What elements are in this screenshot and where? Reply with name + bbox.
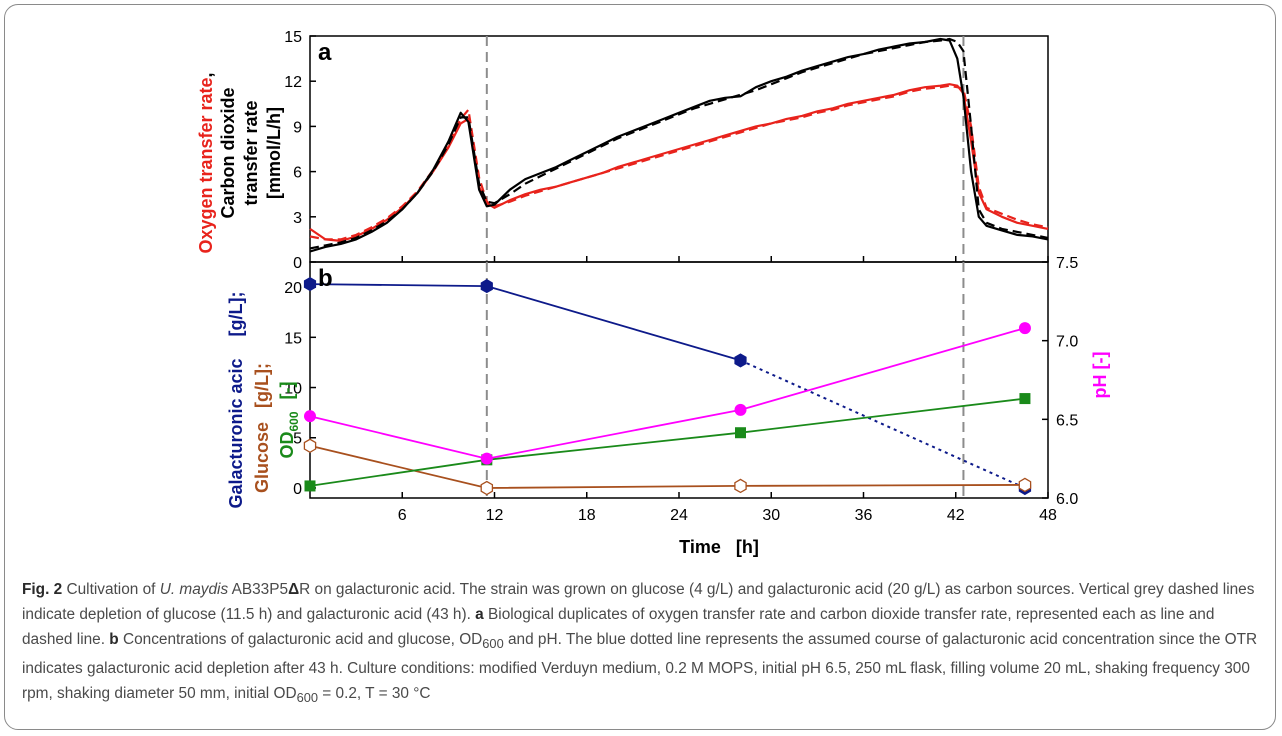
figure-frame xyxy=(4,4,1276,730)
y-tick-label-a-2: 6 xyxy=(293,165,302,182)
y2-tick-label-3: 7.5 xyxy=(1056,255,1078,272)
y-tick-label-a-5: 15 xyxy=(284,29,302,46)
caption-label-a: a xyxy=(475,606,484,623)
x-tick-label-4: 30 xyxy=(762,507,780,524)
caption-delta: Δ xyxy=(288,581,300,598)
series-line-a-2 xyxy=(309,37,1049,253)
y2-tick-label-1: 6.5 xyxy=(1056,412,1078,429)
y2-tick-label-2: 7.0 xyxy=(1056,334,1078,351)
marker-b-0-2 xyxy=(734,353,747,368)
y-tick-label-b-1: 5 xyxy=(293,431,302,448)
y2-axis-title: pH [-] xyxy=(1090,352,1110,399)
y-title-galacturonic: Galacturonic acic xyxy=(226,358,246,508)
panel-label-b: b xyxy=(318,265,333,292)
caption-figure-label: Fig. 2 xyxy=(22,581,63,598)
y-title-od-unit: [-] xyxy=(277,381,297,399)
y-title-od-subscript: 600 xyxy=(287,411,301,431)
caption-text-4: Biological duplicates of oxygen transfer… xyxy=(22,606,1215,648)
y-title-b-line-2: Glucose [g/L]; xyxy=(252,363,272,493)
series-line-a-1 xyxy=(309,84,1049,241)
marker-b-0-1 xyxy=(480,279,493,294)
series-line-b-1 xyxy=(309,444,1025,489)
caption-subscript-2: 600 xyxy=(296,690,318,706)
y-tick-label-b-2: 10 xyxy=(284,381,302,398)
marker-b-1-1 xyxy=(480,480,494,496)
caption-text-5: Concentrations of galacturonic acid and … xyxy=(118,631,483,648)
caption-label-b: b xyxy=(109,631,119,648)
x-tick-label-2: 18 xyxy=(578,507,596,524)
marker-b-3-1 xyxy=(480,452,493,465)
y-title-a-line-4: [mmol/L/h] xyxy=(264,107,284,199)
assumed-course-line xyxy=(740,359,1026,489)
y-title-od: OD xyxy=(277,432,297,459)
y-title-a-line-2: Carbon dioxide xyxy=(218,87,238,218)
marker-b-2-0 xyxy=(304,480,316,492)
marker-b-3-0 xyxy=(304,410,316,423)
y-title-oxygen: Oxygen transfer rate xyxy=(196,77,216,253)
y-tick-label-a-1: 3 xyxy=(293,210,302,227)
x-tick-label-6: 42 xyxy=(947,507,965,524)
marker-b-2-2 xyxy=(735,427,746,439)
y-tick-label-b-4: 20 xyxy=(284,280,302,297)
y-title-glucose: Glucose xyxy=(252,422,272,493)
y-tick-label-b-3: 15 xyxy=(284,330,302,347)
y-title-a-line-3: transfer rate xyxy=(241,100,261,205)
marker-b-1-2 xyxy=(734,478,747,494)
x-tick-label-0: 6 xyxy=(398,507,407,524)
panel-label-a: a xyxy=(318,39,332,66)
y-tick-label-b-0: 0 xyxy=(293,481,302,498)
y-title-b-line-3: OD600 [-] xyxy=(277,381,301,458)
series-line-b-2 xyxy=(309,397,1026,487)
x-axis-title: Time [h] xyxy=(679,537,759,557)
caption-species: U. maydis xyxy=(159,581,229,598)
marker-b-0-0 xyxy=(303,277,317,292)
y2-tick-label-0: 6.0 xyxy=(1056,491,1078,508)
caption-text-2: AB33P5 xyxy=(228,581,289,598)
marker-b-1-0 xyxy=(303,438,317,454)
y-title-galacturonic-unit: [g/L]; xyxy=(226,291,246,336)
marker-b-2-3 xyxy=(1019,393,1031,405)
panel-b-frame xyxy=(309,261,1049,499)
caption-text-3: R on galacturonic acid. The strain was g… xyxy=(22,581,1255,623)
panel-b: 0 5 10 15 20 6.0 6.5 7.0 7.5 6 12 18 24 30 36 42 48 b Gala… xyxy=(226,255,1110,524)
caption-text-1: Cultivation of xyxy=(62,581,160,598)
x-tick-label-1: 12 xyxy=(486,507,504,524)
series-line-b-3 xyxy=(309,327,1026,460)
marker-b-3-3 xyxy=(1018,322,1031,335)
caption-text-7: = 0.2, T = 30 °C xyxy=(317,685,431,703)
y-axis-title-a: Oxygen transfer rate,Carbon dioxide trans… xyxy=(196,72,284,253)
y-title-glucose-unit: [g/L]; xyxy=(252,363,272,408)
y-tick-label-a-4: 12 xyxy=(284,74,302,91)
y-title-b-line-1: Galacturonic acic [g/L]; xyxy=(226,291,246,508)
figure-caption: Fig. 2 Cultivation of U. maydis AB33P5ΔR… xyxy=(22,577,1260,710)
caption-text-6: and pH. The blue dotted line represents … xyxy=(22,631,1258,703)
x-tick-label-7: 48 xyxy=(1039,507,1057,524)
marker-b-3-2 xyxy=(734,403,747,416)
series-line-b-0 xyxy=(309,283,741,362)
marker-b-1-3 xyxy=(1018,477,1032,493)
x-tick-label-3: 24 xyxy=(670,507,688,524)
series-line-a-3 xyxy=(309,37,1049,250)
y-tick-label-a-3: 9 xyxy=(293,119,302,136)
y-title-a-line-1: Oxygen transfer rate, xyxy=(196,72,216,253)
y-title-comma: , xyxy=(196,72,216,77)
x-tick-label-5: 36 xyxy=(855,507,873,524)
caption-subscript-1: 600 xyxy=(482,636,504,652)
y-axis-title-b: Galacturonic acic[g/L];Glucose[g/L];OD60… xyxy=(226,291,301,508)
y-tick-label-a-0: 0 xyxy=(293,255,302,272)
series-line-a-0 xyxy=(309,83,1049,242)
